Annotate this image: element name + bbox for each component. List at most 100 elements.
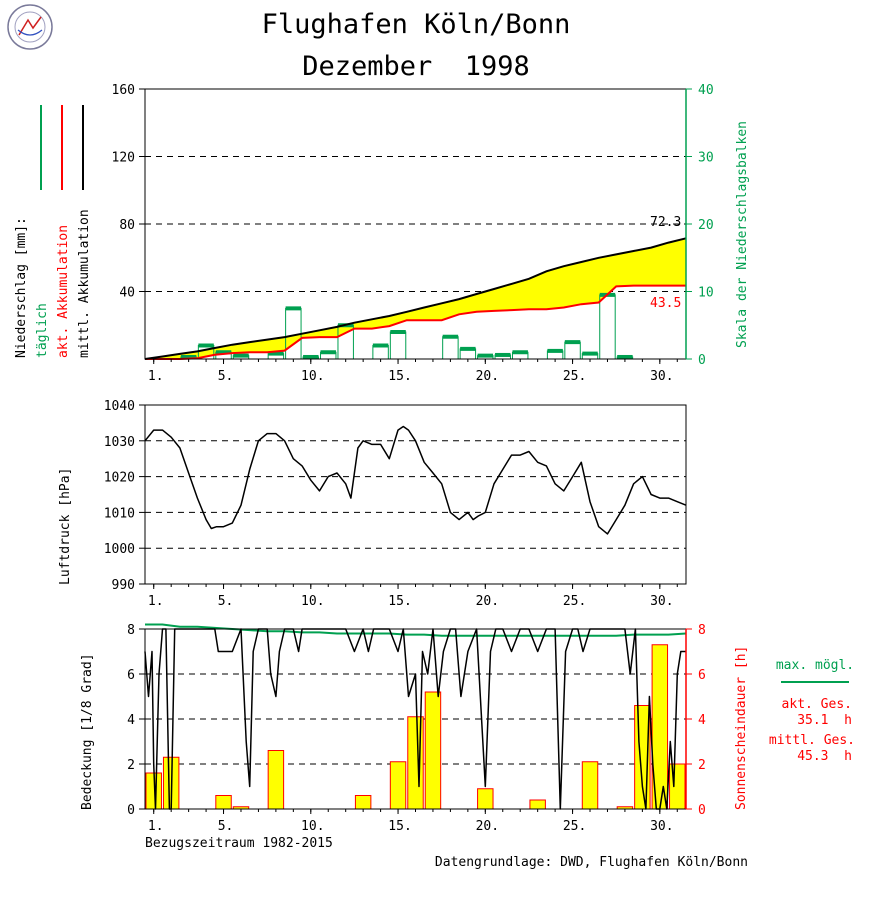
pressure-ylabel: Luftdruck [hPa]	[58, 468, 73, 585]
precipitation-x-axis: 1. 5. 10. 15. 20. 25. 30.	[148, 359, 678, 384]
legend-max-possible-label: max. mögl.	[776, 658, 854, 673]
x-tick-label: 5.	[218, 369, 234, 384]
precip-ylabel-actual: akt. Akkumulation	[56, 225, 71, 358]
pressure-x-axis: 1. 5. 10. 15. 20. 25. 30.	[148, 584, 678, 609]
actual-accumulation-end-label: 43.5	[650, 296, 681, 311]
y-tick-label: 990	[112, 578, 135, 593]
x-tick-label: 30.	[650, 819, 673, 834]
y-tick-label: 80	[119, 218, 135, 233]
sunshine-bar	[477, 788, 494, 810]
cloud-x-axis: 1. 5. 10. 15. 20. 25. 30.	[148, 809, 678, 834]
actual-accumulation-line	[145, 284, 686, 360]
x-tick-label: 15.	[388, 594, 411, 609]
precipitation-panel: 160 120 80 40 40 30 20 10 0 1. 5. 10. 15. 20. 25. 30.…	[14, 83, 750, 384]
y-tick-label: 1030	[104, 435, 135, 450]
pressure-y-axis: 1040 1030 1020 1010 1000 990	[104, 399, 145, 593]
daily-precipitation-bars	[180, 292, 634, 360]
pressure-plot-frame	[144, 404, 687, 585]
y2-tick-label: 20	[698, 218, 714, 233]
mean-accumulation-end-label: 72.3	[650, 215, 681, 230]
y-tick-label: 8	[127, 623, 135, 638]
x-tick-label: 1.	[148, 594, 164, 609]
x-tick-label: 15.	[388, 369, 411, 384]
x-tick-label: 10.	[301, 369, 324, 384]
y-tick-label: 120	[112, 151, 135, 166]
x-tick-label: 1.	[148, 819, 164, 834]
sunshine-bar	[354, 795, 372, 810]
sunshine-right-axis: 8 6 4 2 0	[685, 623, 706, 818]
sunshine-bars	[145, 644, 686, 810]
chart-title-line1: Flughafen Köln/Bonn	[262, 9, 571, 40]
pressure-panel: 1040 1030 1020 1010 1000 990 1. 5. 10. 15. 20. 25.…	[58, 399, 687, 609]
daily-precip-bar	[372, 345, 389, 360]
reference-period-label: Bezugszeitraum 1982-2015	[145, 836, 333, 851]
y-tick-label: 6	[127, 668, 135, 683]
daily-precip-bar	[389, 331, 407, 360]
precip-ylabel-mean: mittl. Akkumulation	[77, 209, 92, 358]
y2-tick-label: 40	[698, 83, 714, 98]
sunshine-bar	[267, 750, 285, 810]
x-tick-label: 30.	[650, 594, 673, 609]
x-tick-label: 10.	[301, 594, 324, 609]
y2-tick-label: 6	[698, 668, 706, 683]
precip-ylabel-daily: täglich	[35, 303, 50, 358]
y2-tick-label: 8	[698, 623, 706, 638]
y2-tick-label: 10	[698, 286, 714, 301]
sunshine-bar	[529, 799, 546, 810]
y-tick-label: 1020	[104, 471, 135, 486]
y2-tick-label: 4	[698, 713, 706, 728]
cloud-ylabel: Bedeckung [1/8 Grad]	[80, 653, 95, 810]
legend-mean-total-value: 45.3 h	[797, 749, 852, 764]
precipitation-right-axis: 40 30 20 10 0	[685, 83, 714, 368]
x-tick-label: 20.	[476, 819, 499, 834]
deficit-area	[145, 238, 686, 359]
x-tick-label: 25.	[563, 819, 586, 834]
y-tick-label: 0	[127, 803, 135, 818]
x-tick-label: 5.	[218, 594, 234, 609]
y-tick-label: 160	[112, 83, 135, 98]
dwd-logo-icon	[7, 4, 53, 50]
x-tick-label: 20.	[476, 594, 499, 609]
cloud-y-axis: 8 6 4 2 0	[127, 623, 145, 818]
max-possible-sunshine-line	[145, 623, 687, 637]
daily-precip-bar	[442, 336, 459, 360]
x-tick-label: 25.	[563, 594, 586, 609]
sunshine-bar	[581, 761, 599, 810]
x-tick-label: 10.	[301, 819, 324, 834]
mean-accumulation-line	[144, 237, 687, 360]
y2-tick-label: 0	[698, 353, 706, 368]
data-source-label: Datengrundlage: DWD, Flughafen Köln/Bonn	[435, 855, 748, 870]
x-tick-label: 25.	[563, 369, 586, 384]
chart-title-line2: Dezember 1998	[302, 51, 530, 82]
pressure-line-group	[144, 425, 687, 535]
y2-tick-label: 0	[698, 803, 706, 818]
x-tick-label: 5.	[218, 819, 234, 834]
precipitation-deficit-fill	[145, 238, 686, 359]
precip-ylabel: Niederschlag [mm]:	[14, 217, 29, 358]
precip-right-axis-label: Skala der Niederschlagsbalken	[735, 121, 750, 348]
y-tick-label: 1010	[104, 506, 135, 521]
sunshine-ylabel: Sonnenscheindauer [h]	[734, 646, 749, 810]
y-tick-label: 1000	[104, 542, 135, 557]
legend-actual-total-value: 35.1 h	[797, 713, 852, 728]
precipitation-gridlines	[145, 156, 686, 292]
x-tick-label: 15.	[388, 819, 411, 834]
legend-actual-total-label: akt. Ges.	[782, 697, 852, 712]
pressure-line	[144, 425, 687, 535]
y2-tick-label: 2	[698, 758, 706, 773]
cloud-gridlines	[145, 673, 686, 765]
x-tick-label: 1.	[148, 369, 164, 384]
sunshine-bar	[215, 795, 232, 810]
x-tick-label: 30.	[650, 369, 673, 384]
y-tick-label: 2	[127, 758, 135, 773]
y-tick-label: 40	[119, 286, 135, 301]
daily-precip-bar	[599, 294, 616, 360]
cloud-sunshine-panel: 8 6 4 2 0 8 6 4 2 0 1. 5. 10. 15. 20. 25. 30. Bedeckun…	[80, 623, 855, 834]
x-tick-label: 20.	[476, 369, 499, 384]
y-tick-label: 4	[127, 713, 135, 728]
precipitation-y-axis: 160 120 80 40	[112, 83, 145, 301]
legend-mean-total-label: mittl. Ges.	[769, 733, 855, 748]
sunshine-bar	[424, 691, 442, 810]
sunshine-bar	[389, 761, 407, 810]
